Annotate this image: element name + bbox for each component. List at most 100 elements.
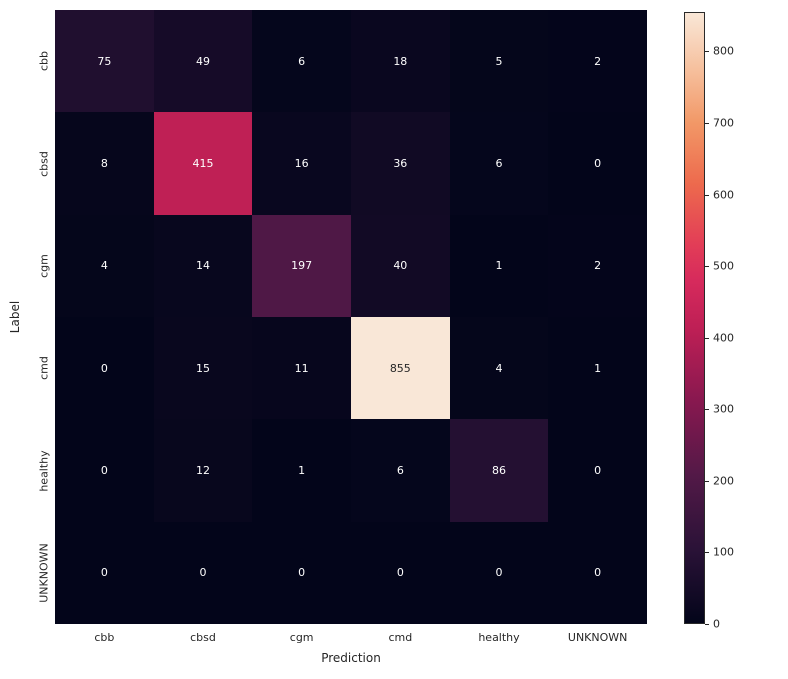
- cell-value: 86: [491, 463, 506, 477]
- colorbar-tick-mark: [705, 337, 709, 339]
- cell-value: 4: [495, 361, 503, 375]
- cell-value: 1: [594, 361, 602, 375]
- heatmap-cell: 75: [55, 10, 154, 113]
- heatmap-cell: 1: [449, 214, 549, 317]
- cell-value: 6: [495, 156, 503, 170]
- cell-value: 6: [298, 54, 306, 68]
- cell-value: 5: [495, 54, 503, 68]
- cell-value: 16: [294, 156, 309, 170]
- heatmap-cell: 86: [449, 419, 549, 522]
- cell-value: 15: [195, 361, 210, 375]
- cell-value: 197: [291, 259, 313, 273]
- heatmap-cell: 14: [153, 214, 253, 317]
- heatmap-cell: 0: [55, 317, 154, 420]
- cell-value: 1: [495, 259, 503, 273]
- heatmap-cell: 0: [252, 521, 351, 624]
- y-tick-label: cgm: [37, 253, 51, 278]
- heatmap-cell: 6: [449, 112, 549, 215]
- heatmap-cell: 2: [548, 214, 647, 317]
- colorbar-tick-mark: [705, 194, 709, 196]
- heatmap-cell: 8: [55, 112, 154, 215]
- heatmap-cell: 1: [252, 419, 351, 522]
- colorbar-tick-mark: [705, 624, 709, 625]
- cell-value: 0: [298, 566, 306, 580]
- heatmap-cell: 2: [548, 10, 647, 113]
- y-tick-label: cbb: [37, 51, 51, 72]
- y-axis-label: Label: [8, 300, 22, 334]
- heatmap-cell: 6: [350, 419, 450, 522]
- heatmap-cell: 0: [449, 521, 549, 624]
- heatmap-cell: 36: [350, 112, 450, 215]
- x-axis-label: Prediction: [321, 651, 381, 665]
- colorbar-tick-label: 100: [713, 545, 734, 559]
- cell-value: 6: [396, 463, 404, 477]
- cell-value: 0: [100, 463, 108, 477]
- heatmap-cell: 4: [449, 317, 549, 420]
- heatmap-cell: 15: [153, 317, 253, 420]
- cell-value: 11: [294, 361, 309, 375]
- cell-value: 8: [100, 156, 108, 170]
- colorbar-tick-label: 200: [713, 474, 734, 488]
- cell-value: 0: [594, 463, 602, 477]
- y-tick-label: cmd: [37, 356, 51, 381]
- heatmap: 75 49 6 18 5 2 8 415 16 36 6 0 4 14 197 40 1 2 0 15 11 855 4 1 0…: [55, 10, 647, 624]
- colorbar-tick-mark: [705, 122, 709, 124]
- colorbar-tick-label: 500: [713, 259, 734, 273]
- colorbar-tick-mark: [705, 51, 709, 53]
- colorbar-tick-label: 700: [713, 116, 734, 130]
- heatmap-cell: 0: [153, 521, 253, 624]
- x-tick-label: cmd: [388, 631, 413, 644]
- cell-value: 75: [97, 54, 112, 68]
- cell-value: 14: [195, 259, 210, 273]
- heatmap-cell: 49: [153, 10, 253, 113]
- cell-value: 0: [495, 566, 503, 580]
- colorbar-tick-label: 800: [713, 44, 734, 58]
- heatmap-cell: 0: [548, 419, 647, 522]
- heatmap-cell: 12: [153, 419, 253, 522]
- heatmap-cell: 5: [449, 10, 549, 113]
- cell-value: 36: [393, 156, 408, 170]
- colorbar-tick-mark: [705, 552, 709, 554]
- cell-value: 18: [393, 54, 408, 68]
- heatmap-cell: 855: [350, 317, 450, 420]
- x-tick-label: cgm: [289, 631, 314, 644]
- y-tick-label: healthy: [37, 449, 51, 492]
- cell-value: 0: [100, 566, 108, 580]
- heatmap-cell: 415: [153, 112, 253, 215]
- colorbar-tick-label: 400: [713, 331, 734, 345]
- cell-value: 0: [100, 361, 108, 375]
- heatmap-cell: 4: [55, 214, 154, 317]
- heatmap-cell: 40: [350, 214, 450, 317]
- heatmap-cell: 0: [55, 521, 154, 624]
- cell-value: 40: [393, 259, 408, 273]
- cell-value: 855: [389, 361, 411, 375]
- colorbar-tick-mark: [705, 480, 709, 482]
- cell-value: 0: [594, 156, 602, 170]
- cell-value: 12: [195, 463, 210, 477]
- cell-value: 49: [195, 54, 210, 68]
- heatmap-cell: 11: [252, 317, 351, 420]
- x-tick-label: cbb: [94, 631, 115, 644]
- x-tick-label: UNKNOWN: [567, 631, 628, 644]
- cell-value: 0: [594, 566, 602, 580]
- heatmap-cell: 6: [252, 10, 351, 113]
- heatmap-cell: 0: [55, 419, 154, 522]
- colorbar-tick-mark: [705, 266, 709, 268]
- x-tick-label: cbsd: [190, 631, 216, 644]
- y-tick-label: UNKNOWN: [37, 543, 51, 603]
- cell-value: 2: [594, 259, 602, 273]
- cell-value: 1: [298, 463, 306, 477]
- heatmap-cell: 0: [548, 521, 647, 624]
- heatmap-cell: 0: [548, 112, 647, 215]
- colorbar-gradient: [684, 12, 705, 624]
- cell-value: 4: [100, 259, 108, 273]
- heatmap-cell: 197: [252, 214, 351, 317]
- colorbar-tick-label: 300: [713, 402, 734, 416]
- cell-value: 0: [199, 566, 207, 580]
- heatmap-cell: 1: [548, 317, 647, 420]
- cell-value: 415: [192, 156, 214, 170]
- heatmap-cell: 18: [350, 10, 450, 113]
- y-tick-label: cbsd: [37, 150, 51, 177]
- colorbar-tick-mark: [705, 409, 709, 411]
